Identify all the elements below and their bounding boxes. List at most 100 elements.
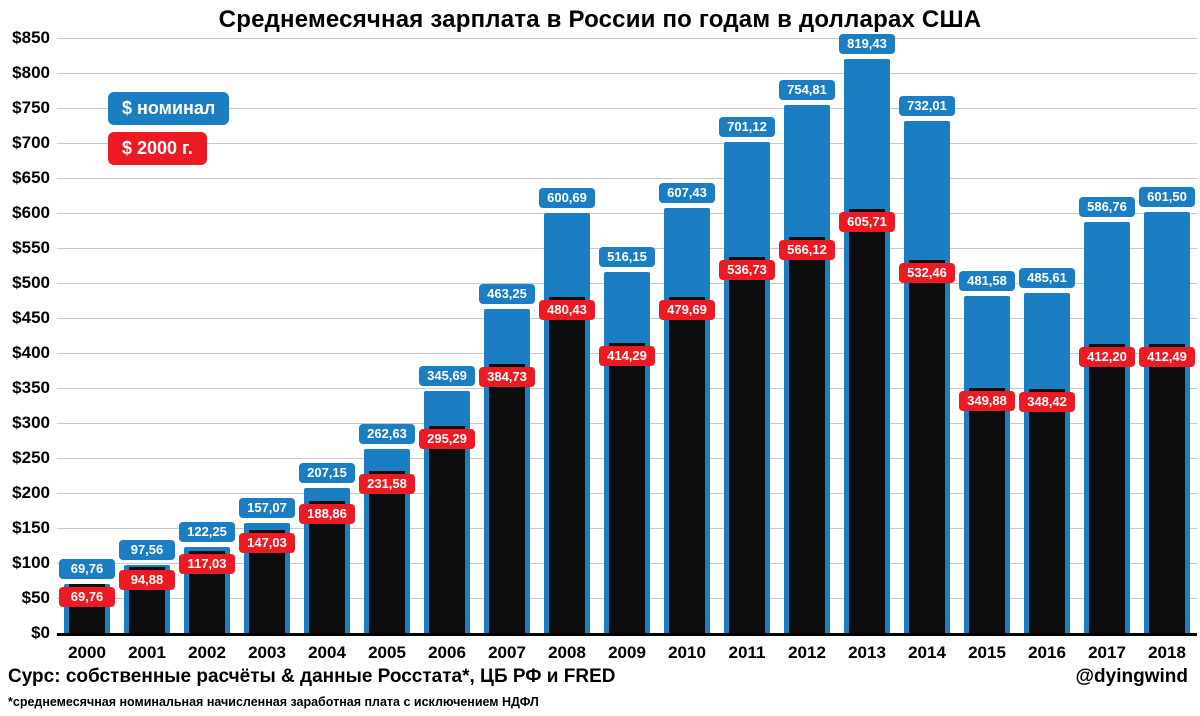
nominal-value-label: 69,76 [59, 559, 115, 580]
real-value-label: 412,49 [1139, 347, 1195, 368]
nominal-value-label: 586,76 [1079, 197, 1135, 218]
y-axis-tick-label: $650 [12, 168, 50, 187]
footer: Сурс: собственные расчёты & данные Росст… [8, 666, 1188, 688]
x-axis-tick-label: 2009 [608, 643, 646, 662]
y-axis-tick-label: $850 [12, 28, 50, 47]
y-axis-tick-label: $600 [12, 203, 50, 222]
real-bar [549, 296, 585, 633]
legend-item-nominal: $ номинал [108, 92, 230, 125]
nominal-value-label: 701,12 [719, 117, 775, 138]
real-value-label: 231,58 [359, 473, 415, 494]
x-axis-tick-label: 2011 [728, 643, 766, 662]
real-bar [609, 342, 645, 633]
nominal-value-label: 732,01 [899, 95, 955, 116]
legend-item-real-2000: $ 2000 г. [108, 132, 207, 165]
x-axis-tick-label: 2006 [428, 643, 466, 662]
real-value-label: 566,12 [779, 239, 835, 260]
real-value-label: 384,73 [479, 366, 535, 387]
x-axis-tick-label: 2010 [668, 643, 706, 662]
y-axis-tick-label: $300 [12, 413, 50, 432]
chart-title: Среднемесячная зарплата в России по года… [218, 6, 982, 33]
x-axis-tick-label: 2015 [968, 643, 1006, 662]
y-axis-tick-label: $0 [31, 623, 50, 642]
real-bar [429, 426, 465, 633]
nominal-value-label: 157,07 [239, 498, 295, 519]
gridline [57, 73, 1197, 74]
y-axis-tick-label: $50 [21, 588, 50, 607]
x-axis-tick-label: 2018 [1148, 643, 1186, 662]
y-axis-tick-label: $100 [12, 553, 50, 572]
y-axis-tick-label: $250 [12, 448, 50, 467]
real-value-label: 414,29 [599, 345, 655, 366]
y-axis-tick-label: $550 [12, 238, 50, 257]
real-bar [489, 363, 525, 633]
x-axis-line [57, 633, 1197, 636]
real-bar [849, 209, 885, 633]
nominal-value-label: 600,69 [539, 187, 595, 208]
y-axis-tick-label: $750 [12, 98, 50, 117]
y-axis-tick-label: $700 [12, 133, 50, 152]
gridline [57, 143, 1197, 144]
gridline [57, 213, 1197, 214]
nominal-value-label: 819,43 [839, 34, 895, 55]
real-value-label: 348,42 [1019, 392, 1075, 413]
x-axis-tick-label: 2007 [488, 643, 526, 662]
x-axis-tick-label: 2000 [68, 643, 106, 662]
real-bar [369, 470, 405, 633]
nominal-value-label: 207,15 [299, 462, 355, 483]
nominal-value-label: 516,15 [599, 246, 655, 267]
y-axis-tick-label: $150 [12, 518, 50, 537]
real-bar [669, 297, 705, 633]
legend: $ номинал $ 2000 г. [108, 92, 230, 165]
author-handle: @dyingwind [1075, 666, 1188, 687]
x-axis-tick-label: 2014 [908, 643, 946, 662]
real-value-label: 117,03 [179, 554, 235, 575]
y-axis-tick-label: $400 [12, 343, 50, 362]
nominal-value-label: 485,61 [1019, 268, 1075, 289]
y-axis-tick-label: $500 [12, 273, 50, 292]
y-axis-tick-label: $350 [12, 378, 50, 397]
x-axis-tick-label: 2008 [548, 643, 586, 662]
x-axis-tick-label: 2012 [788, 643, 826, 662]
real-bar [1089, 344, 1125, 633]
real-value-label: 536,73 [719, 260, 775, 281]
y-axis-tick-label: $800 [12, 63, 50, 82]
real-bar [1149, 344, 1185, 633]
real-bar [909, 260, 945, 633]
source-text: Сурс: собственные расчёты & данные Росст… [8, 666, 616, 687]
x-axis-tick-label: 2003 [248, 643, 286, 662]
real-value-label: 412,20 [1079, 347, 1135, 368]
nominal-value-label: 481,58 [959, 270, 1015, 291]
nominal-value-label: 345,69 [419, 366, 475, 387]
real-bar [969, 388, 1005, 633]
real-value-label: 188,86 [299, 503, 355, 524]
real-value-label: 69,76 [59, 587, 115, 608]
real-value-label: 94,88 [119, 569, 175, 590]
nominal-value-label: 463,25 [479, 283, 535, 304]
gridline [57, 38, 1197, 39]
x-axis-tick-label: 2013 [848, 643, 886, 662]
footnote-text: *среднемесячная номинальная начисленная … [8, 695, 539, 709]
real-value-label: 295,29 [419, 429, 475, 450]
nominal-value-label: 601,50 [1139, 186, 1195, 207]
y-axis-tick-label: $450 [12, 308, 50, 327]
real-value-label: 147,03 [239, 533, 295, 554]
x-axis-tick-label: 2001 [128, 643, 166, 662]
nominal-value-label: 607,43 [659, 182, 715, 203]
y-axis-tick-label: $200 [12, 483, 50, 502]
x-axis-tick-label: 2017 [1088, 643, 1126, 662]
real-bar [1029, 389, 1065, 633]
real-value-label: 480,43 [539, 299, 595, 320]
real-value-label: 349,88 [959, 391, 1015, 412]
nominal-value-label: 97,56 [119, 539, 175, 560]
real-value-label: 605,71 [839, 212, 895, 232]
real-value-label: 532,46 [899, 263, 955, 284]
gridline [57, 178, 1197, 179]
real-value-label: 479,69 [659, 300, 715, 321]
x-axis-tick-label: 2005 [368, 643, 406, 662]
x-axis-tick-label: 2004 [308, 643, 346, 662]
real-bar [789, 236, 825, 633]
x-axis-tick-label: 2016 [1028, 643, 1066, 662]
nominal-value-label: 262,63 [359, 424, 415, 445]
